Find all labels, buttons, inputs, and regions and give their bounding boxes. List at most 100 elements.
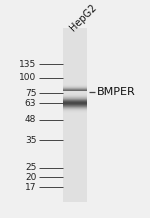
FancyBboxPatch shape	[63, 182, 87, 183]
FancyBboxPatch shape	[63, 156, 87, 157]
FancyBboxPatch shape	[63, 95, 87, 96]
FancyBboxPatch shape	[63, 177, 87, 178]
FancyBboxPatch shape	[63, 97, 87, 98]
FancyBboxPatch shape	[63, 78, 87, 79]
FancyBboxPatch shape	[63, 62, 87, 63]
FancyBboxPatch shape	[63, 95, 87, 96]
FancyBboxPatch shape	[63, 93, 87, 94]
FancyBboxPatch shape	[63, 142, 87, 143]
FancyBboxPatch shape	[63, 157, 87, 158]
FancyBboxPatch shape	[63, 107, 87, 108]
FancyBboxPatch shape	[63, 151, 87, 152]
FancyBboxPatch shape	[63, 56, 87, 57]
FancyBboxPatch shape	[63, 58, 87, 59]
FancyBboxPatch shape	[63, 113, 87, 114]
FancyBboxPatch shape	[63, 200, 87, 201]
FancyBboxPatch shape	[63, 175, 87, 176]
FancyBboxPatch shape	[63, 109, 87, 110]
FancyBboxPatch shape	[63, 198, 87, 199]
FancyBboxPatch shape	[63, 104, 87, 105]
FancyBboxPatch shape	[63, 96, 87, 97]
FancyBboxPatch shape	[63, 154, 87, 155]
FancyBboxPatch shape	[63, 111, 87, 112]
FancyBboxPatch shape	[63, 72, 87, 73]
FancyBboxPatch shape	[63, 80, 87, 81]
FancyBboxPatch shape	[63, 178, 87, 179]
Text: 63: 63	[25, 99, 36, 108]
FancyBboxPatch shape	[63, 98, 87, 99]
FancyBboxPatch shape	[63, 113, 87, 114]
FancyBboxPatch shape	[63, 139, 87, 140]
FancyBboxPatch shape	[63, 168, 87, 169]
FancyBboxPatch shape	[63, 194, 87, 195]
FancyBboxPatch shape	[63, 124, 87, 125]
FancyBboxPatch shape	[63, 96, 87, 97]
FancyBboxPatch shape	[63, 142, 87, 143]
FancyBboxPatch shape	[63, 51, 87, 52]
FancyBboxPatch shape	[63, 103, 87, 104]
FancyBboxPatch shape	[63, 29, 87, 30]
FancyBboxPatch shape	[63, 52, 87, 53]
FancyBboxPatch shape	[63, 140, 87, 141]
FancyBboxPatch shape	[63, 169, 87, 170]
FancyBboxPatch shape	[63, 54, 87, 55]
FancyBboxPatch shape	[63, 98, 87, 99]
FancyBboxPatch shape	[63, 106, 87, 107]
FancyBboxPatch shape	[63, 100, 87, 101]
FancyBboxPatch shape	[63, 45, 87, 46]
FancyBboxPatch shape	[63, 156, 87, 157]
FancyBboxPatch shape	[63, 145, 87, 146]
FancyBboxPatch shape	[63, 37, 87, 38]
FancyBboxPatch shape	[63, 100, 87, 101]
FancyBboxPatch shape	[63, 66, 87, 67]
FancyBboxPatch shape	[63, 61, 87, 62]
FancyBboxPatch shape	[63, 82, 87, 83]
FancyBboxPatch shape	[63, 162, 87, 164]
FancyBboxPatch shape	[63, 93, 87, 94]
FancyBboxPatch shape	[63, 73, 87, 74]
FancyBboxPatch shape	[63, 199, 87, 201]
FancyBboxPatch shape	[63, 90, 87, 91]
FancyBboxPatch shape	[63, 36, 87, 37]
FancyBboxPatch shape	[63, 129, 87, 130]
FancyBboxPatch shape	[63, 98, 87, 99]
FancyBboxPatch shape	[63, 49, 87, 50]
FancyBboxPatch shape	[63, 88, 87, 89]
FancyBboxPatch shape	[63, 109, 87, 110]
FancyBboxPatch shape	[63, 85, 87, 86]
FancyBboxPatch shape	[63, 69, 87, 70]
FancyBboxPatch shape	[63, 179, 87, 180]
FancyBboxPatch shape	[63, 128, 87, 129]
FancyBboxPatch shape	[63, 92, 87, 93]
FancyBboxPatch shape	[63, 91, 87, 92]
FancyBboxPatch shape	[63, 149, 87, 150]
FancyBboxPatch shape	[63, 184, 87, 185]
FancyBboxPatch shape	[63, 30, 87, 31]
FancyBboxPatch shape	[63, 29, 87, 30]
FancyBboxPatch shape	[63, 138, 87, 139]
FancyBboxPatch shape	[63, 135, 87, 136]
FancyBboxPatch shape	[63, 92, 87, 94]
FancyBboxPatch shape	[63, 58, 87, 59]
FancyBboxPatch shape	[63, 66, 87, 67]
FancyBboxPatch shape	[63, 134, 87, 135]
FancyBboxPatch shape	[63, 150, 87, 151]
FancyBboxPatch shape	[63, 102, 87, 103]
FancyBboxPatch shape	[63, 125, 87, 126]
FancyBboxPatch shape	[63, 95, 87, 96]
FancyBboxPatch shape	[63, 188, 87, 189]
FancyBboxPatch shape	[63, 137, 87, 138]
FancyBboxPatch shape	[63, 197, 87, 198]
FancyBboxPatch shape	[63, 105, 87, 106]
FancyBboxPatch shape	[63, 56, 87, 58]
FancyBboxPatch shape	[63, 133, 87, 134]
FancyBboxPatch shape	[63, 99, 87, 100]
FancyBboxPatch shape	[63, 104, 87, 105]
FancyBboxPatch shape	[63, 129, 87, 131]
FancyBboxPatch shape	[63, 131, 87, 132]
FancyBboxPatch shape	[63, 99, 87, 100]
FancyBboxPatch shape	[63, 94, 87, 95]
FancyBboxPatch shape	[63, 111, 87, 112]
FancyBboxPatch shape	[63, 60, 87, 61]
FancyBboxPatch shape	[63, 89, 87, 90]
